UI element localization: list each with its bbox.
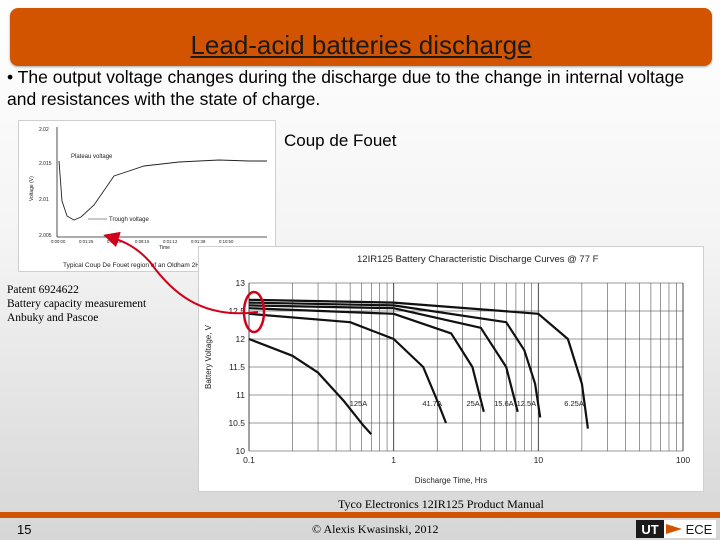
patent-line: Patent 6924622 [7, 284, 79, 296]
coup-ytick-0: 2.02 [39, 127, 49, 133]
series-label: 25A [466, 399, 479, 408]
discharge-curves-figure: 12IR125 Battery Characteristic Discharge… [198, 246, 704, 492]
y-tick-label: 12.5 [228, 306, 245, 316]
y-tick-label: 11.5 [229, 362, 245, 372]
logo-text-right: ECE [686, 522, 713, 537]
coup-xtick-4: 0:01:12 [163, 239, 178, 244]
annotation-arrow [103, 231, 259, 315]
ut-ece-logo: UT ECE [636, 520, 716, 538]
x-tick-label: 10 [534, 455, 544, 465]
coup-caption: Typical Coup De Fouet region of an Oldha… [63, 262, 215, 269]
footer-bar [0, 512, 720, 518]
chart-xlabel: Discharge Time, Hrs [415, 476, 487, 485]
series-label: 125A [350, 399, 368, 408]
trough-label: Trough voltage [109, 217, 149, 223]
coup-xtick-3: 0:08:15 [135, 239, 150, 244]
title-bar: Lead-acid batteries discharge [10, 8, 712, 66]
coup-xtick-1: 0:01:25 [79, 239, 94, 244]
coup-xtick-6: 0:10:50 [219, 239, 234, 244]
chart-title: 12IR125 Battery Characteristic Discharge… [357, 254, 599, 265]
copyright-text: © Alexis Kwasinski, 2012 [312, 522, 439, 536]
y-tick-label: 12 [236, 334, 246, 344]
series-label: 12.5A [517, 399, 537, 408]
coup-ytick-3: 2.005 [39, 233, 52, 239]
series-label: 41.7A [422, 399, 442, 408]
coup-xtick-0: 0:00:00 [51, 239, 66, 244]
tyco-caption: Tyco Electronics 12IR125 Product Manual [338, 497, 544, 511]
discharge-curve [248, 312, 448, 424]
y-tick-label: 10.5 [228, 418, 245, 428]
annotation-circle [242, 290, 266, 334]
patent-reference: Patent 6924622 Battery capacity measurem… [7, 283, 157, 325]
y-tick-label: 13 [236, 278, 246, 288]
x-tick-label: 1 [391, 455, 396, 465]
coup-ylabel: Voltage (V) [29, 176, 35, 201]
coup-de-fouet-label: Coup de Fouet [284, 131, 397, 150]
discharge-curve [248, 301, 542, 418]
coup-xtick-5: 0:01:38 [191, 239, 206, 244]
series-label: 15.6A [494, 399, 514, 408]
discharge-curve [248, 307, 485, 413]
bullet-text: • The output voltage changes during the … [7, 67, 685, 109]
coup-xlabel: Time [159, 245, 170, 251]
patent-line: Anbuky and Pascoe [7, 312, 99, 324]
patent-line: Battery capacity measurement [7, 298, 147, 310]
discharge-curve [248, 304, 519, 413]
y-tick-label: 10 [236, 446, 246, 456]
coup-ytick-1: 2.015 [39, 161, 52, 167]
x-tick-label: 100 [676, 455, 690, 465]
slide-title: Lead-acid batteries discharge [190, 30, 532, 60]
y-tick-label: 11 [236, 390, 245, 400]
coup-ytick-2: 2.01 [39, 197, 49, 203]
page-number: 15 [17, 522, 32, 537]
discharge-curve [248, 298, 589, 429]
plateau-label: Plateau voltage [71, 154, 113, 160]
logo-text-left: UT [641, 522, 658, 537]
chart-ylabel: Battery Voltage, V [204, 324, 213, 389]
x-tick-label: 0.1 [243, 455, 255, 465]
series-label: 6.25A [564, 399, 584, 408]
discharge-curve [248, 337, 373, 435]
